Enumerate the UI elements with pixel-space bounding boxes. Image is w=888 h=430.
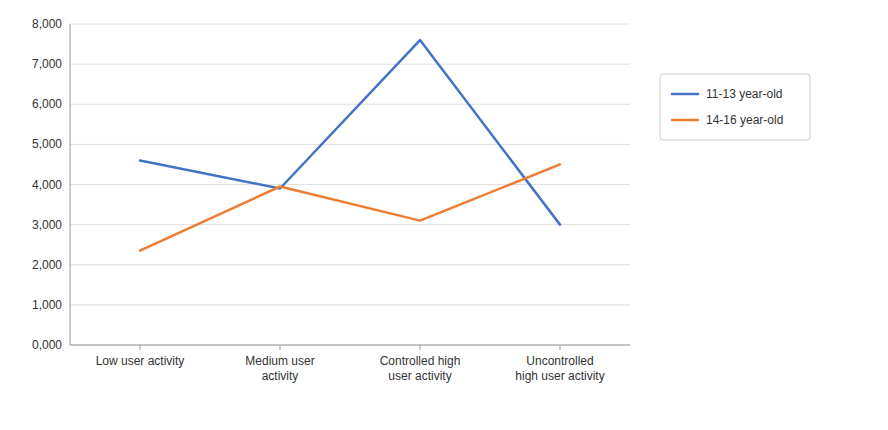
x-tick [560, 345, 561, 350]
chart: 0,000 1,000 2,000 3,000 4,000 5,000 6,000 7,000… [0, 0, 888, 430]
legend-label: 14-16 year-old [706, 113, 783, 127]
legend-box [660, 74, 810, 140]
y-tick-label: 5,000 [32, 137, 62, 151]
grid-line [70, 144, 630, 145]
y-axis: 0,000 1,000 2,000 3,000 4,000 5,000 6,000 7,000… [32, 17, 630, 352]
y-tick-label: 6,000 [32, 97, 62, 111]
series-group [140, 40, 560, 251]
y-tick-label: 3,000 [32, 218, 62, 232]
legend-swatch [672, 119, 698, 122]
x-tick [420, 345, 421, 350]
series-line [140, 164, 560, 250]
y-tick-label: 4,000 [32, 178, 62, 192]
legend-swatch [672, 93, 698, 96]
x-tick-label: Uncontrolledhigh user activity [515, 354, 604, 383]
x-tick-label: Controlled highuser activity [380, 354, 461, 383]
grid-line [70, 345, 630, 346]
grid-line [70, 224, 630, 225]
y-tick-label: 1,000 [32, 298, 62, 312]
y-tick-label: 8,000 [32, 17, 62, 31]
legend: 11-13 year-old 14-16 year-old [660, 74, 810, 140]
x-tick [140, 345, 141, 350]
x-tick-label: Medium useractivity [245, 354, 314, 383]
grid-line [70, 264, 630, 265]
x-axis: Low user activity Medium useractivity Cont… [96, 345, 605, 383]
grid-line [70, 64, 630, 65]
y-tick-label: 2,000 [32, 258, 62, 272]
grid-line [70, 304, 630, 305]
series-line [140, 40, 560, 225]
y-tick-label: 0,000 [32, 338, 62, 352]
grid-line [70, 24, 630, 25]
x-tick-label: Low user activity [96, 354, 185, 368]
x-tick [280, 345, 281, 350]
y-tick-label: 7,000 [32, 57, 62, 71]
chart-container: 0,000 1,000 2,000 3,000 4,000 5,000 6,000 7,000… [0, 0, 888, 430]
grid-line [70, 104, 630, 105]
grid-line [70, 184, 630, 185]
x-axis-line [70, 345, 630, 346]
legend-label: 11-13 year-old [706, 87, 783, 101]
y-axis-line [70, 24, 71, 345]
